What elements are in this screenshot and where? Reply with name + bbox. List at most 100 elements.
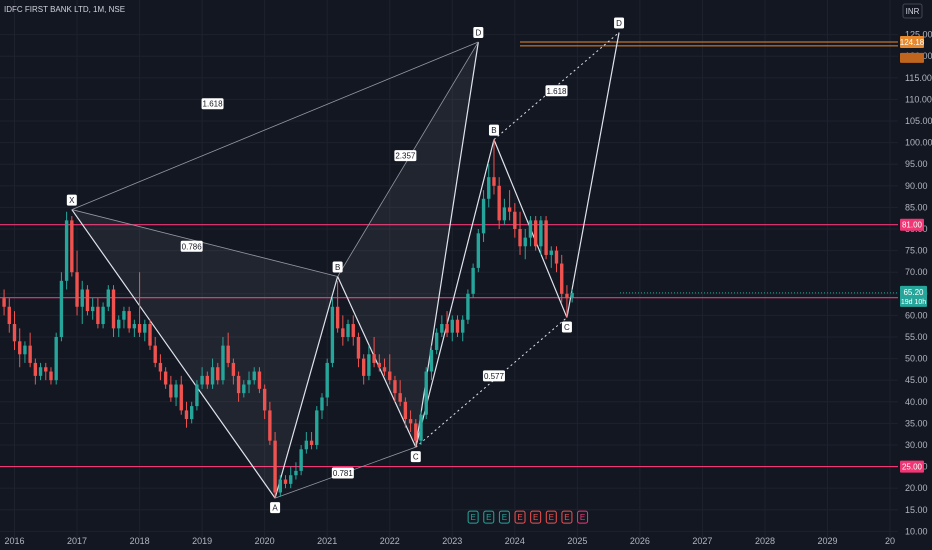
candle-body <box>429 349 434 372</box>
candle-body <box>294 470 298 476</box>
candle-body <box>481 198 486 234</box>
price-tick-label: 10.00 <box>905 526 928 536</box>
pattern-point-box <box>614 17 625 29</box>
last-price-countdown: 19d 10h <box>901 299 926 306</box>
pattern-point-box <box>561 321 572 333</box>
price-tick-label: 70.00 <box>905 267 928 277</box>
candle-body <box>507 207 512 212</box>
time-tick-label: 2028 <box>755 536 775 546</box>
time-axis: 2016 2017 2018 2019 2020 2021 2022 2023 2024 2025… <box>4 536 895 546</box>
ratio-label: 1.618 <box>203 100 224 109</box>
abcd-dotted-ac <box>415 317 568 448</box>
candle-body <box>236 375 241 394</box>
price-tick-label: 50.00 <box>905 354 928 364</box>
candle-body <box>382 367 387 372</box>
earnings-marker-letter: E <box>486 513 491 522</box>
candle-body <box>106 289 111 307</box>
currency-button-box[interactable] <box>902 3 923 19</box>
candle-body <box>408 419 413 424</box>
pattern-labels-layer: X A B C D B C D 1.618 0.786 2.357 0.781 1.618 0.577 <box>66 17 625 514</box>
candle-body <box>242 384 246 394</box>
candle-body <box>153 345 157 363</box>
time-tick-label: 2020 <box>255 536 275 546</box>
pattern-point-label: D <box>475 28 481 37</box>
candle-body <box>315 410 319 445</box>
candle-body <box>132 324 137 329</box>
candle-body <box>309 440 314 445</box>
ratio-label: 0.781 <box>333 469 354 478</box>
candle-body <box>200 375 204 385</box>
candle-body <box>440 324 444 333</box>
candle-body <box>117 319 121 329</box>
candle-body <box>122 311 126 320</box>
earnings-marker <box>577 510 589 524</box>
candle-body <box>560 263 564 294</box>
pattern-point-box <box>488 124 499 136</box>
abcd-leg-ab <box>415 139 495 448</box>
candle-body <box>414 423 418 441</box>
candle-body <box>544 220 548 255</box>
candle-body <box>388 371 392 381</box>
price-tick-label: 35.00 <box>905 418 928 428</box>
candle-body <box>90 306 95 312</box>
abcd-leg-cd <box>566 32 620 318</box>
earnings-marker-letter: E <box>502 513 507 522</box>
candle-body <box>221 345 225 381</box>
candle-body <box>466 293 470 320</box>
pattern-leg <box>274 276 339 499</box>
candle-body <box>346 324 350 337</box>
candle-body <box>533 220 538 247</box>
pattern-point-box <box>270 502 281 514</box>
candle-body <box>231 362 236 376</box>
price-tick-label: 40.00 <box>905 397 928 407</box>
candle-body <box>549 250 553 255</box>
time-tick-label: 2024 <box>505 536 525 546</box>
candle-body <box>169 384 173 398</box>
ratio-label: 0.786 <box>182 242 203 251</box>
candle-body <box>49 371 53 381</box>
candle-body <box>38 367 43 376</box>
price-tick-label: 85.00 <box>905 202 928 212</box>
candle-body <box>96 306 100 325</box>
candle-body <box>502 207 507 221</box>
currency-button[interactable]: INR <box>906 7 920 16</box>
price-level-tag <box>900 460 924 473</box>
horizontal-lines-layer <box>0 41 898 468</box>
candle-body <box>335 306 340 329</box>
candle-body <box>226 345 230 363</box>
candle-body <box>403 401 408 420</box>
pattern-leg <box>71 41 479 210</box>
candle-body <box>528 220 533 238</box>
candle-body <box>64 220 69 281</box>
candle-body <box>419 414 423 441</box>
candle-body <box>174 384 178 398</box>
candle-body <box>148 324 152 346</box>
candle-body <box>570 292 574 299</box>
ratio-box <box>545 85 568 97</box>
ratio-box <box>180 240 203 252</box>
candle-body <box>351 324 355 337</box>
candle-body <box>513 211 517 230</box>
pattern-point-label: C <box>413 453 419 462</box>
pattern-point-label: A <box>272 504 278 513</box>
candle-body <box>356 336 361 359</box>
candle-body <box>476 233 481 268</box>
candle-body <box>487 177 491 199</box>
candle-body <box>75 272 79 307</box>
candle-body <box>210 367 215 385</box>
ratio-label: 1.618 <box>546 87 567 96</box>
price-tick-label: 20.00 <box>905 483 928 493</box>
candle-body <box>163 371 168 385</box>
time-tick-label: 2025 <box>567 536 587 546</box>
candle-body <box>179 384 183 411</box>
pattern-point-box <box>473 26 484 38</box>
candle-body <box>268 410 272 441</box>
price-tick-label: 115.00 <box>905 73 932 83</box>
candle-body <box>158 362 163 372</box>
candle-body <box>377 362 382 368</box>
candle-body <box>7 306 11 325</box>
candle-body <box>361 358 366 376</box>
candle-body <box>424 371 428 415</box>
